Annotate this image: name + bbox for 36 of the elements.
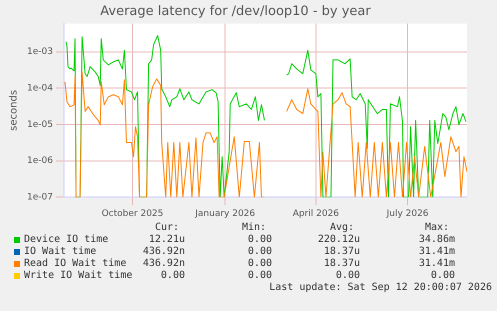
y-tick-label: 1e-05 <box>26 120 53 130</box>
text: 18.37u <box>322 246 360 258</box>
text: 0.00 <box>246 270 272 282</box>
chart-title: Average latency for /dev/loop10 - by year <box>100 4 372 20</box>
text: 0.00 <box>246 246 272 258</box>
legend-label: Read IO Wait time <box>24 258 126 269</box>
text: 436.92n <box>142 258 185 269</box>
y-axis-title: seconds <box>8 90 20 131</box>
legend-label: Device IO time <box>24 234 108 245</box>
y-tick-label: 1e-03 <box>26 47 53 58</box>
text: 18.37u <box>322 258 360 270</box>
text: 31.41m <box>418 258 455 270</box>
y-tick-label: 1e-04 <box>26 84 54 94</box>
text: 0.00 <box>246 258 272 270</box>
text: 0.00 <box>334 270 360 282</box>
text: 0.00 <box>160 270 185 281</box>
legend-label: Write IO Wait time <box>24 270 132 281</box>
text: Last update: Sat Sep 12 20:00:07 2026 <box>268 282 492 294</box>
text: Min: <box>242 222 268 234</box>
legend-label: IO Wait time <box>24 246 96 257</box>
x-tick-label: July 2026 <box>386 208 429 219</box>
text: 12.21u <box>148 234 185 245</box>
text: 31.41m <box>418 246 455 258</box>
text: 0.00 <box>430 270 455 282</box>
text: Avg: <box>330 222 356 234</box>
x-tick-label: April 2026 <box>292 208 340 219</box>
x-tick-label: October 2025 <box>102 208 164 219</box>
text: Max: <box>425 222 450 234</box>
text: 220.12u <box>316 234 360 246</box>
text: 34.86m <box>418 234 455 246</box>
y-tick-label: 1e-07 <box>26 192 53 203</box>
text: Cur: <box>155 222 180 234</box>
x-tick-label: January 2026 <box>194 208 256 219</box>
text: 0.00 <box>246 234 272 246</box>
y-tick-label: 1e-06 <box>26 156 54 166</box>
text: 436.92n <box>142 246 185 258</box>
